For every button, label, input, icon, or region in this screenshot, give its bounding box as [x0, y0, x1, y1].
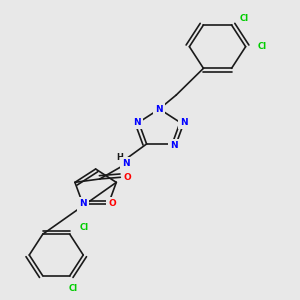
Text: H: H	[116, 154, 123, 163]
Text: N: N	[133, 118, 141, 127]
Text: N: N	[156, 104, 163, 113]
Text: O: O	[108, 200, 116, 208]
Text: Cl: Cl	[240, 14, 249, 23]
Text: N: N	[122, 160, 130, 169]
Text: O: O	[124, 173, 132, 182]
Text: Cl: Cl	[69, 284, 78, 293]
Text: Cl: Cl	[80, 223, 88, 232]
Text: N: N	[170, 141, 178, 150]
Text: N: N	[79, 200, 87, 208]
Text: Cl: Cl	[258, 42, 267, 51]
Text: N: N	[180, 118, 188, 127]
